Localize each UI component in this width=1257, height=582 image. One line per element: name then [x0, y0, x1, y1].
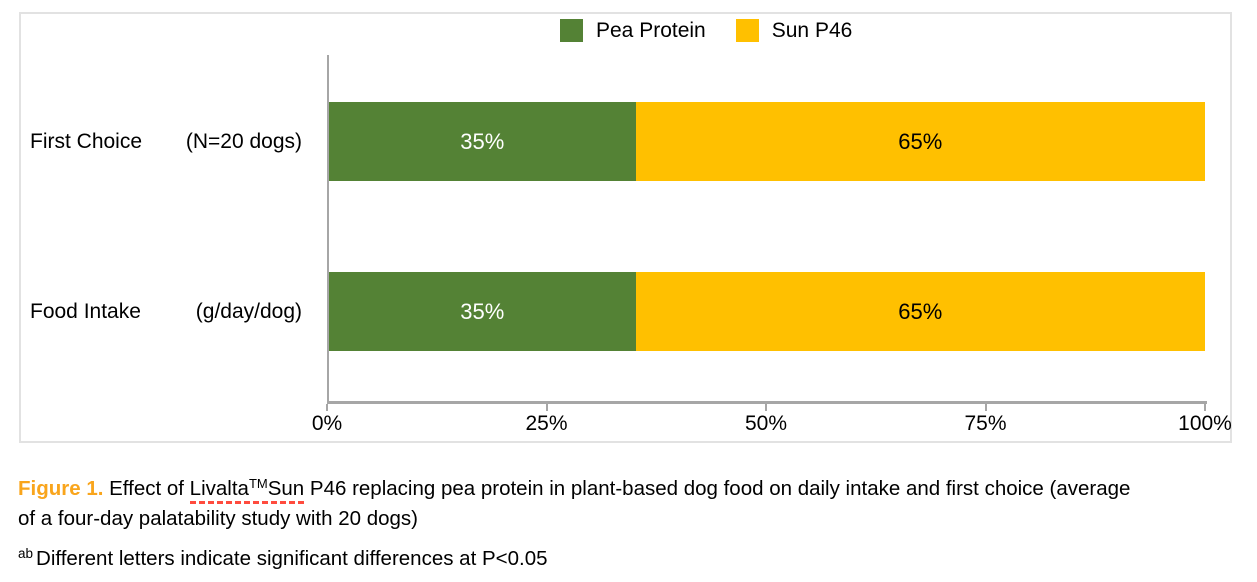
legend-label-sun-p46: Sun P46	[771, 19, 853, 42]
chart-panel: Pea Protein Sun P46 0% 25% 50% 75% 100%	[19, 12, 1232, 443]
caption-line-1: Figure 1. Effect of LivaltaTMSun P46 rep…	[18, 470, 1248, 504]
category-sublabel: (N=20 dogs)	[185, 129, 302, 153]
caption-footnote: ab Different letters indicate significant…	[18, 540, 1248, 573]
footnote-text: Different letters indicate significant d…	[36, 547, 548, 570]
category-sublabel: (g/day/dog)	[195, 299, 302, 323]
bar-value-label: 65%	[898, 128, 943, 154]
footnote-superscript: ab	[18, 546, 34, 561]
bar-row-food-intake: 35% 65%	[329, 272, 1205, 351]
category-label-first-choice: First Choice (N=20 dogs)	[30, 102, 302, 181]
sun-p46-swatch-icon	[735, 19, 759, 42]
category-label: Food Intake	[30, 299, 141, 323]
bar-segment-pea-protein: 35%	[329, 102, 636, 181]
x-axis-tick-labels: 0% 25% 50% 75% 100%	[312, 412, 1232, 438]
y-axis-line	[327, 55, 329, 403]
caption-text-rest: P46 replacing pea protein in plant-based…	[304, 477, 1131, 500]
x-axis-tick-label: 0%	[311, 412, 343, 435]
pea-protein-swatch-icon	[560, 19, 583, 42]
brand-name: LivaltaTMSun	[189, 476, 305, 504]
x-axis-tick-label: 25%	[525, 412, 568, 435]
x-axis-tick	[326, 404, 328, 411]
x-axis-tick-label: 75%	[964, 412, 1007, 435]
bar-value-label: 35%	[460, 298, 505, 324]
bar-value-label: 65%	[898, 298, 943, 324]
legend: Pea Protein Sun P46	[560, 19, 852, 42]
legend-item-pea-protein: Pea Protein	[560, 19, 706, 42]
bar-value-label: 35%	[460, 128, 505, 154]
figure-label: Figure 1.	[18, 477, 104, 500]
x-axis-tick-label: 100%	[1178, 412, 1232, 435]
bar-segment-sun-p46: 65%	[635, 272, 1205, 351]
bar-row-first-choice: 35% 65%	[329, 102, 1205, 181]
x-axis-tick-marks	[326, 404, 1206, 412]
bar-segment-sun-p46: 65%	[635, 102, 1205, 181]
caption-line-2: of a four-day palatability study with 20…	[18, 507, 418, 530]
legend-item-sun-p46: Sun P46	[735, 19, 853, 42]
x-axis-tick	[765, 404, 767, 411]
x-axis-tick	[984, 404, 987, 411]
trademark-symbol: TM	[248, 476, 268, 491]
brand-part-2: Sun	[267, 477, 305, 500]
legend-label-pea-protein: Pea Protein	[596, 19, 706, 42]
x-axis-tick	[545, 404, 548, 411]
category-label: First Choice	[30, 129, 143, 153]
caption-text-pre: Effect of	[103, 477, 190, 500]
x-axis-line	[327, 401, 1207, 404]
brand-part-1: Livalta	[189, 477, 249, 500]
x-axis-tick-label: 50%	[744, 412, 788, 435]
bar-segment-pea-protein: 35%	[329, 272, 636, 351]
x-axis-tick	[1204, 404, 1206, 411]
category-label-food-intake: Food Intake (g/day/dog)	[30, 272, 302, 351]
